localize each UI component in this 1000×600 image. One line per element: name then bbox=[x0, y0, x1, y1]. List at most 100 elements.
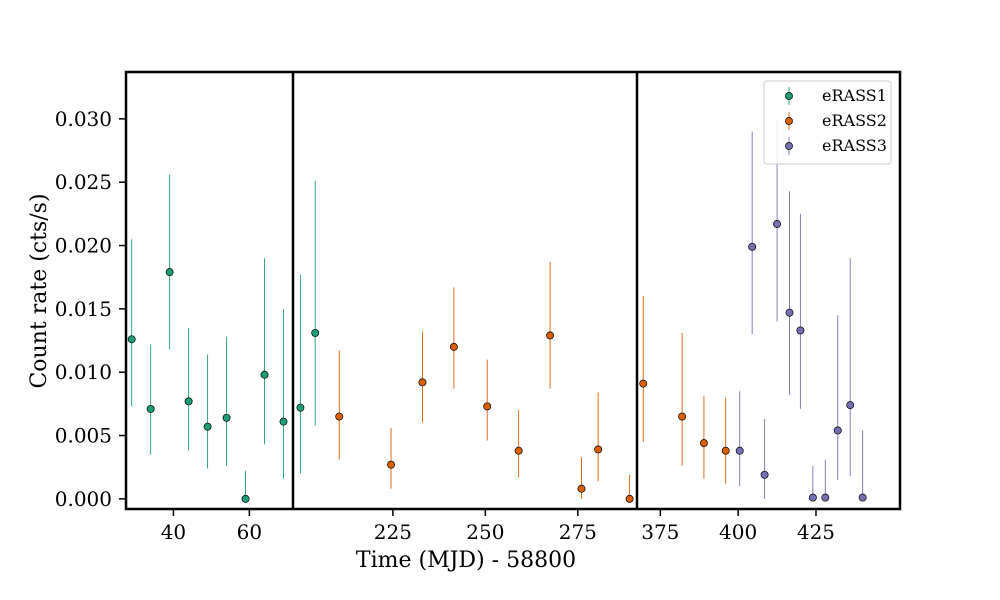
erass1-point-3 bbox=[184, 327, 193, 451]
erass2-marker-9 bbox=[625, 494, 634, 503]
erass2-marker-0 bbox=[335, 412, 344, 421]
erass2-point-7 bbox=[577, 457, 586, 499]
y-tick-label-4: 0.020 bbox=[55, 234, 112, 258]
axis-ticks: 0.000 0.005 0.010 0.015 0.020 0.025 0.030 40 60 2… bbox=[55, 107, 835, 544]
erass2-point-6 bbox=[546, 262, 555, 389]
erass3-marker-2 bbox=[760, 470, 769, 479]
erass3-point-2 bbox=[760, 419, 769, 499]
erass1-point-8 bbox=[279, 308, 288, 479]
erass2-point-11 bbox=[678, 332, 687, 466]
erass2-marker-1 bbox=[387, 460, 395, 469]
erass1-marker-9 bbox=[296, 403, 305, 412]
y-tick-label-2: 0.010 bbox=[55, 360, 112, 384]
erass1-marker-2 bbox=[165, 268, 174, 277]
erass1-marker-5 bbox=[222, 413, 231, 422]
erass2-marker-10 bbox=[639, 379, 648, 388]
erass2-point-3 bbox=[449, 287, 458, 389]
erass2-marker-4 bbox=[483, 402, 492, 411]
erass1-marker-10 bbox=[311, 328, 320, 337]
erass1-point-1 bbox=[146, 344, 155, 455]
legend: eRASS1 eRASS2 eRASS3 bbox=[763, 80, 892, 165]
erass3-marker-6 bbox=[808, 493, 817, 502]
erass2-point-10 bbox=[639, 296, 648, 442]
erass2-point-12 bbox=[699, 396, 708, 479]
erass3-point-4 bbox=[785, 191, 794, 395]
erass3-marker-10 bbox=[858, 493, 867, 502]
legend-marker-erass3 bbox=[785, 142, 793, 150]
erass1-point-6 bbox=[241, 471, 250, 503]
erass3-marker-1 bbox=[748, 242, 757, 251]
data-points bbox=[127, 118, 867, 503]
erass1-point-4 bbox=[203, 354, 212, 469]
erass3-marker-0 bbox=[735, 446, 744, 455]
erass2-marker-3 bbox=[449, 342, 458, 351]
erass1-marker-1 bbox=[146, 404, 155, 413]
erass2-point-5 bbox=[514, 410, 523, 478]
erass2-point-4 bbox=[483, 359, 492, 441]
erass1-marker-8 bbox=[279, 417, 288, 426]
erass1-point-5 bbox=[222, 336, 231, 466]
erass3-marker-7 bbox=[821, 493, 830, 502]
x-tick-label-2-0: 375 bbox=[641, 520, 679, 544]
erass2-point-0 bbox=[335, 350, 344, 460]
y-tick-label-0: 0.000 bbox=[55, 487, 112, 511]
legend-label-erass3: eRASS3 bbox=[822, 136, 887, 155]
erass1-marker-3 bbox=[184, 397, 193, 406]
erass3-point-6 bbox=[808, 465, 817, 502]
plot-frame bbox=[124, 70, 902, 511]
erass2-marker-11 bbox=[678, 412, 687, 421]
erass3-point-0 bbox=[735, 391, 744, 487]
erass1-marker-0 bbox=[127, 335, 136, 344]
x-tick-label-0-0: 40 bbox=[161, 520, 186, 544]
x-tick-label-2-1: 400 bbox=[719, 520, 757, 544]
y-tick-label-6: 0.030 bbox=[55, 107, 112, 131]
x-tick-label-1-0: 225 bbox=[374, 520, 412, 544]
erass3-point-7 bbox=[821, 459, 830, 502]
x-tick-label-1-2: 275 bbox=[559, 520, 597, 544]
erass2-marker-2 bbox=[418, 378, 427, 387]
erass1-marker-7 bbox=[260, 370, 269, 379]
erass3-point-8 bbox=[833, 315, 842, 480]
erass3-point-1 bbox=[748, 131, 757, 335]
legend-marker-erass1 bbox=[785, 92, 793, 100]
plot-border bbox=[124, 70, 902, 511]
erass3-marker-4 bbox=[785, 308, 794, 317]
legend-label-erass2: eRASS2 bbox=[822, 111, 887, 130]
y-axis-title: Count rate (cts/s) bbox=[27, 193, 52, 388]
erass2-marker-6 bbox=[546, 331, 555, 340]
erass1-point-10 bbox=[311, 180, 320, 426]
erass3-point-5 bbox=[796, 213, 805, 409]
erass3-marker-8 bbox=[833, 426, 842, 435]
y-tick-label-1: 0.005 bbox=[55, 424, 112, 448]
erass3-marker-5 bbox=[796, 326, 805, 335]
erass2-marker-5 bbox=[514, 446, 523, 455]
erass1-marker-4 bbox=[203, 422, 212, 431]
erass1-point-9 bbox=[296, 274, 305, 474]
erass2-marker-7 bbox=[577, 484, 586, 493]
erass2-point-13 bbox=[721, 397, 730, 484]
legend-marker-erass2 bbox=[785, 117, 793, 125]
erass2-marker-8 bbox=[594, 445, 603, 454]
erass2-marker-13 bbox=[721, 446, 730, 455]
y-tick-label-3: 0.015 bbox=[55, 297, 112, 321]
erass2-point-9 bbox=[625, 474, 634, 503]
erass1-point-2 bbox=[165, 174, 174, 350]
erass2-point-2 bbox=[418, 331, 427, 423]
x-tick-label-1-1: 250 bbox=[466, 520, 504, 544]
erass2-point-8 bbox=[594, 392, 603, 482]
erass1-marker-6 bbox=[241, 494, 250, 503]
erass3-point-10 bbox=[858, 430, 867, 502]
erass2-marker-12 bbox=[699, 439, 708, 448]
x-tick-label-0-1: 60 bbox=[237, 520, 262, 544]
erass3-marker-9 bbox=[846, 401, 855, 410]
erass1-point-0 bbox=[127, 239, 136, 407]
legend-label-erass1: eRASS1 bbox=[822, 86, 887, 105]
x-axis-title: Time (MJD) - 58800 bbox=[356, 548, 576, 573]
erass3-marker-3 bbox=[773, 220, 782, 228]
erass3-point-9 bbox=[846, 258, 855, 477]
x-tick-label-2-2: 425 bbox=[797, 520, 835, 544]
legend-box bbox=[763, 80, 892, 165]
erass2-point-1 bbox=[387, 427, 395, 489]
y-tick-label-5: 0.025 bbox=[55, 170, 112, 194]
